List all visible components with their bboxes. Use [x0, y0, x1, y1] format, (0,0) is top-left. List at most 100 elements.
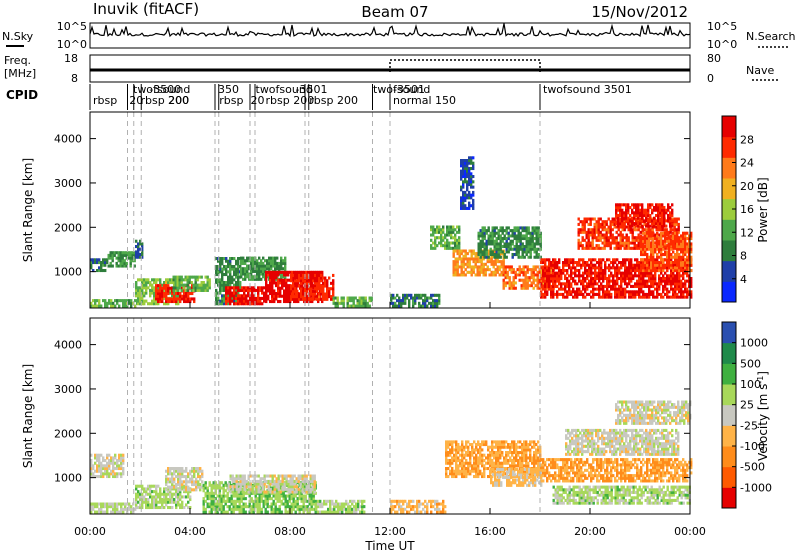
range-cell	[672, 255, 675, 259]
range-cell	[656, 263, 659, 267]
range-cell	[674, 266, 677, 270]
range-cell	[181, 506, 184, 510]
range-cell	[521, 234, 524, 238]
range-cell	[139, 294, 142, 298]
range-cell	[618, 261, 621, 265]
range-cell	[248, 277, 251, 281]
range-cell	[173, 498, 176, 502]
range-cell	[620, 292, 623, 296]
range-cell	[233, 296, 236, 300]
range-cell	[226, 510, 229, 514]
range-cell	[540, 258, 543, 262]
range-cell	[117, 256, 120, 260]
range-cell	[674, 269, 677, 273]
range-cell	[233, 273, 236, 277]
range-cell	[332, 287, 335, 291]
range-cell	[456, 262, 459, 266]
range-cell	[558, 282, 561, 286]
range-cell	[175, 495, 178, 499]
range-cell	[572, 290, 575, 294]
range-cell	[645, 208, 648, 212]
range-cell	[220, 510, 223, 514]
range-cell	[263, 294, 266, 298]
range-cell	[511, 229, 514, 233]
range-cell	[228, 499, 231, 503]
range-cell	[259, 299, 262, 303]
range-cell	[638, 279, 641, 283]
range-cell	[602, 258, 605, 262]
range-cell	[538, 278, 541, 282]
range-cell	[468, 177, 471, 181]
range-cell	[623, 211, 626, 215]
range-cell	[674, 234, 677, 238]
range-cell	[111, 253, 114, 257]
range-cell	[634, 295, 637, 299]
range-cell	[523, 226, 526, 230]
range-cell	[661, 203, 664, 207]
range-cell	[674, 263, 677, 267]
range-cell	[519, 226, 522, 230]
range-cell	[472, 201, 475, 205]
range-cell	[678, 284, 681, 288]
range-cell	[629, 224, 632, 228]
range-cell	[283, 273, 286, 277]
range-cell	[218, 502, 221, 506]
range-cell	[628, 282, 631, 286]
range-cell	[648, 245, 651, 249]
range-cell	[635, 217, 638, 221]
range-cell	[462, 193, 465, 197]
range-cell	[640, 239, 643, 243]
range-cell	[434, 299, 437, 303]
range-cell	[603, 244, 606, 248]
range-cell	[109, 261, 112, 265]
range-cell	[260, 277, 263, 281]
range-cell	[633, 214, 636, 218]
range-cell	[208, 494, 211, 498]
range-cell	[684, 237, 687, 241]
range-cell	[667, 208, 670, 212]
range-cell	[446, 238, 449, 242]
range-cell	[262, 275, 265, 279]
range-cell	[576, 263, 579, 267]
range-cell	[602, 290, 605, 294]
range-cell	[139, 288, 142, 292]
range-cell	[246, 267, 249, 271]
range-cell	[204, 499, 207, 503]
range-cell	[621, 228, 624, 232]
range-cell	[202, 281, 205, 285]
range-cell	[680, 284, 683, 288]
range-cell	[597, 228, 600, 232]
range-cell	[110, 461, 113, 465]
range-cell	[636, 266, 639, 270]
range-cell	[256, 261, 259, 265]
range-cell	[487, 237, 490, 241]
range-cell	[540, 261, 543, 265]
range-cell	[512, 278, 515, 282]
range-cell	[289, 289, 292, 293]
range-cell	[676, 261, 679, 265]
colorbar-tick-label: 24	[740, 157, 754, 170]
range-cell	[678, 255, 681, 259]
range-cell	[178, 283, 181, 287]
range-cell	[653, 233, 656, 237]
range-cell	[676, 274, 679, 278]
range-cell	[217, 267, 220, 271]
range-cell	[497, 255, 500, 259]
range-cell	[570, 290, 573, 294]
range-cell	[290, 276, 293, 280]
range-cell	[108, 453, 111, 457]
range-cell	[539, 255, 542, 259]
range-cell	[217, 259, 220, 263]
range-cell	[187, 480, 190, 484]
range-cell	[438, 225, 441, 229]
range-cell	[584, 290, 587, 294]
range-cell	[462, 159, 465, 163]
range-cell	[108, 301, 111, 305]
range-cell	[621, 224, 624, 228]
range-cell	[408, 304, 411, 308]
range-cell	[637, 228, 640, 232]
range-cell	[599, 246, 602, 250]
range-cell	[676, 247, 679, 251]
range-cell	[458, 249, 461, 253]
range-cell	[615, 222, 618, 226]
